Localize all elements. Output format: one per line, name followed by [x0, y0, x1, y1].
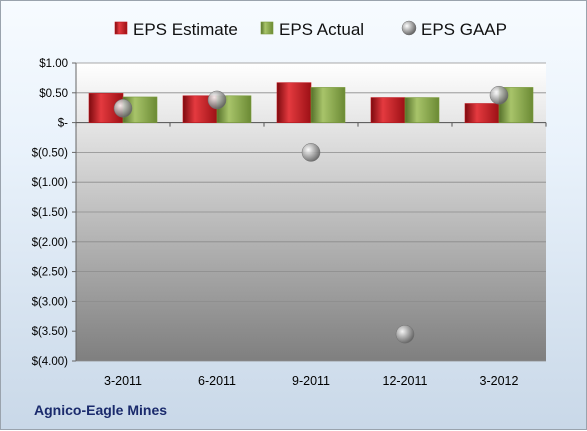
gaap-point [301, 143, 321, 162]
y-tick-label: $(2.50) [32, 267, 69, 279]
x-tick-label: 3-2011 [104, 374, 142, 388]
x-tick-label: 9-2011 [292, 374, 330, 388]
legend-label: EPS GAAP [421, 20, 507, 39]
y-tick-label: $(1.00) [32, 177, 69, 189]
y-tick-label: $(0.50) [32, 147, 69, 159]
legend: EPS Estimate EPS Actual EPS GAAP [114, 20, 507, 39]
bar-eps-actual [404, 97, 440, 123]
gaap-point [113, 99, 133, 118]
y-tick-label: $(4.00) [32, 356, 69, 368]
legend-swatch-eps-estimate [114, 21, 128, 35]
y-tick-label: $(3.00) [32, 296, 69, 308]
gaap-points [113, 85, 509, 344]
gaap-point [207, 90, 227, 110]
legend-label: EPS Estimate [133, 20, 238, 39]
y-tick-label: $(3.50) [32, 326, 69, 338]
bar-eps-estimate [276, 82, 312, 123]
x-tick-label: 3-2012 [480, 374, 519, 388]
gaap-point [489, 85, 509, 105]
bar-eps-actual [310, 87, 346, 123]
gaap-point [395, 324, 415, 344]
legend-swatch-eps-actual [260, 21, 274, 35]
x-tick-label: 12-2011 [383, 374, 428, 388]
legend-label: EPS Actual [279, 20, 364, 39]
bar-eps-estimate [370, 97, 406, 123]
y-tick-label: $0.50 [39, 88, 68, 100]
y-tick-label: $(1.50) [32, 207, 69, 219]
legend-swatch-eps-gaap [401, 20, 417, 36]
y-tick-label: $(2.00) [32, 237, 69, 249]
y-axis: $1.00 $0.50 $- $(0.50) $(1.00) $(1.50) $(2.00)… [32, 58, 77, 368]
company-name: Agnico-Eagle Mines [34, 402, 168, 418]
bars [88, 82, 534, 123]
y-tick-label: $- [58, 118, 68, 130]
x-tick-label: 6-2011 [198, 374, 236, 388]
bar-eps-estimate [464, 103, 500, 123]
y-tick-label: $1.00 [39, 58, 68, 70]
